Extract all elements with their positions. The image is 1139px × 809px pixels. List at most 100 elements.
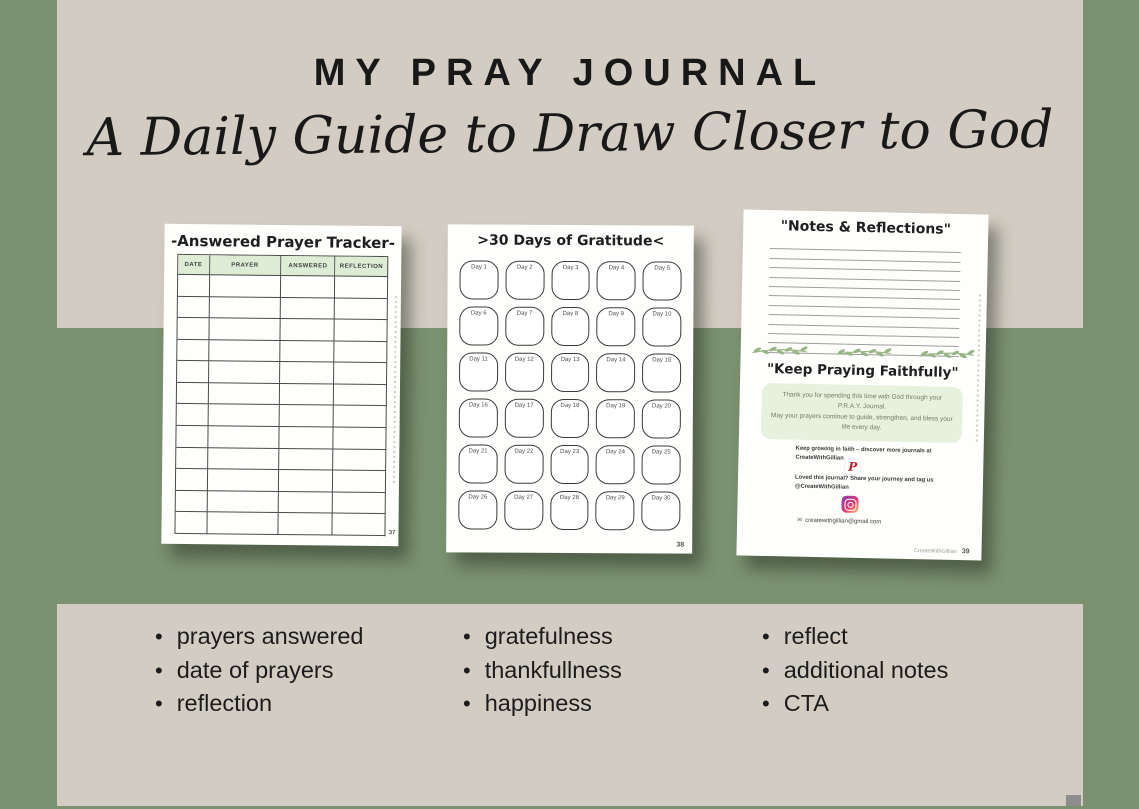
day-label: Day 20 bbox=[651, 403, 672, 410]
table-row bbox=[177, 274, 389, 299]
keep-praying-heading: "Keep Praying Faithfully" bbox=[766, 361, 959, 382]
table-cell bbox=[279, 427, 335, 450]
day-label: Day 16 bbox=[468, 402, 488, 409]
table-cell bbox=[279, 383, 335, 407]
day-box: Day 21 bbox=[458, 444, 498, 484]
day-box: Day 6 bbox=[459, 306, 499, 346]
feature-item: CTA bbox=[762, 687, 948, 721]
side-watermark bbox=[392, 296, 397, 487]
feature-item: happiness bbox=[463, 687, 622, 721]
feature-item: date of prayers bbox=[155, 654, 364, 688]
email-icon: ✉ bbox=[797, 517, 803, 524]
table-cell bbox=[334, 406, 387, 429]
day-box: Day 13 bbox=[550, 352, 590, 393]
day-box: Day 8 bbox=[550, 306, 590, 347]
day-label: Day 23 bbox=[560, 448, 580, 456]
instagram-note: Loved this journal? Share your journey a… bbox=[794, 474, 934, 491]
day-label: Day 11 bbox=[469, 356, 488, 363]
table-header-cell: ANSWERED bbox=[281, 255, 336, 277]
table-cell bbox=[177, 296, 210, 319]
day-box: Day 24 bbox=[595, 445, 635, 485]
day-label: Day 18 bbox=[560, 402, 580, 410]
table-cell bbox=[333, 492, 386, 515]
email-line: ✉ createwithgillian@gmail.com bbox=[797, 517, 881, 526]
feature-list-3: reflectadditional notesCTA bbox=[762, 620, 949, 721]
day-box: Day 2 bbox=[505, 260, 545, 300]
table-row bbox=[175, 512, 386, 537]
feature-item: gratefulness bbox=[463, 620, 622, 654]
feature-item: reflect bbox=[762, 620, 948, 654]
table-cell bbox=[334, 319, 388, 342]
day-box: Day 23 bbox=[550, 444, 590, 485]
table-header-cell: REFLECTION bbox=[335, 256, 389, 278]
day-box: Day 5 bbox=[642, 261, 682, 301]
table-cell bbox=[176, 447, 208, 470]
gratitude-grid: Day 1 Day 2 Day 3 Day 4 Day 5 Day 6 Day 7 Day 8… bbox=[458, 260, 682, 531]
tracker-page-preview: -Answered Prayer Tracker- DATE PRAYER ANSW… bbox=[161, 223, 402, 547]
day-box: Day 26 bbox=[458, 490, 498, 530]
leaf-vine-icon bbox=[835, 348, 892, 357]
day-label: Day 1 bbox=[471, 264, 487, 271]
day-box: Day 18 bbox=[550, 398, 590, 439]
table-cell bbox=[207, 426, 280, 449]
table-row bbox=[177, 318, 388, 342]
table-row bbox=[176, 404, 387, 429]
table-cell bbox=[208, 318, 281, 341]
table-cell bbox=[208, 339, 281, 363]
day-label: Day 24 bbox=[605, 449, 625, 456]
page-number: 38 bbox=[676, 541, 685, 549]
table-cell bbox=[208, 404, 280, 428]
table-cell bbox=[177, 339, 209, 362]
page-number: 39 bbox=[961, 548, 970, 556]
table-cell bbox=[209, 296, 281, 320]
subtitle-script: A Daily Guide to Draw Closer to God bbox=[86, 99, 1054, 169]
day-label: Day 13 bbox=[560, 356, 580, 364]
table-cell bbox=[279, 405, 335, 428]
table-cell bbox=[206, 512, 279, 535]
table-row bbox=[175, 490, 386, 515]
ruled-lines bbox=[767, 240, 961, 357]
table-cell bbox=[334, 362, 388, 385]
table-cell bbox=[334, 341, 388, 364]
tracker-table: DATE PRAYER ANSWERED REFLECTION bbox=[174, 253, 389, 537]
day-box: Day 15 bbox=[642, 353, 682, 393]
table-cell bbox=[175, 490, 208, 513]
pinterest-icon: P bbox=[844, 457, 862, 475]
feature-item: thankfullness bbox=[463, 654, 622, 688]
day-box: Day 16 bbox=[458, 398, 498, 438]
day-box: Day 30 bbox=[641, 491, 681, 531]
thank-you-box: Thank you for spending this time with Go… bbox=[760, 382, 963, 443]
table-cell bbox=[278, 491, 334, 514]
day-box: Day 20 bbox=[641, 399, 681, 439]
day-label: Day 19 bbox=[606, 403, 626, 410]
day-label: Day 22 bbox=[514, 448, 534, 455]
day-box: Day 11 bbox=[458, 352, 498, 392]
table-cell bbox=[175, 469, 208, 492]
day-label: Day 3 bbox=[562, 264, 579, 272]
day-box: Day 3 bbox=[551, 260, 591, 301]
table-cell bbox=[278, 470, 334, 493]
day-box: Day 25 bbox=[641, 445, 681, 485]
notes-title: "Notes & Reflections" bbox=[780, 218, 952, 238]
day-label: Day 7 bbox=[516, 310, 533, 317]
leaf-vine-icon bbox=[752, 346, 808, 355]
day-label: Day 28 bbox=[559, 494, 579, 502]
notes-page-preview: "Notes & Reflections" bbox=[736, 209, 989, 561]
table-row bbox=[175, 469, 387, 493]
day-box: Day 9 bbox=[596, 307, 636, 347]
leaf-divider-row bbox=[751, 343, 976, 362]
day-label: Day 12 bbox=[514, 356, 534, 363]
day-label: Day 6 bbox=[470, 310, 487, 317]
day-label: Day 17 bbox=[514, 402, 534, 409]
table-row bbox=[176, 447, 387, 472]
page-number: 37 bbox=[388, 530, 396, 537]
table-cell bbox=[333, 470, 387, 493]
leaf-vine-icon bbox=[919, 349, 975, 359]
email-address: createwithgillian@gmail.com bbox=[805, 517, 882, 525]
day-label: Day 30 bbox=[651, 495, 671, 502]
day-box: Day 10 bbox=[642, 307, 682, 347]
table-cell bbox=[280, 297, 336, 320]
pinterest-note: Keep growing in faith – discover more jo… bbox=[795, 445, 932, 462]
day-label: Day 4 bbox=[608, 265, 625, 272]
